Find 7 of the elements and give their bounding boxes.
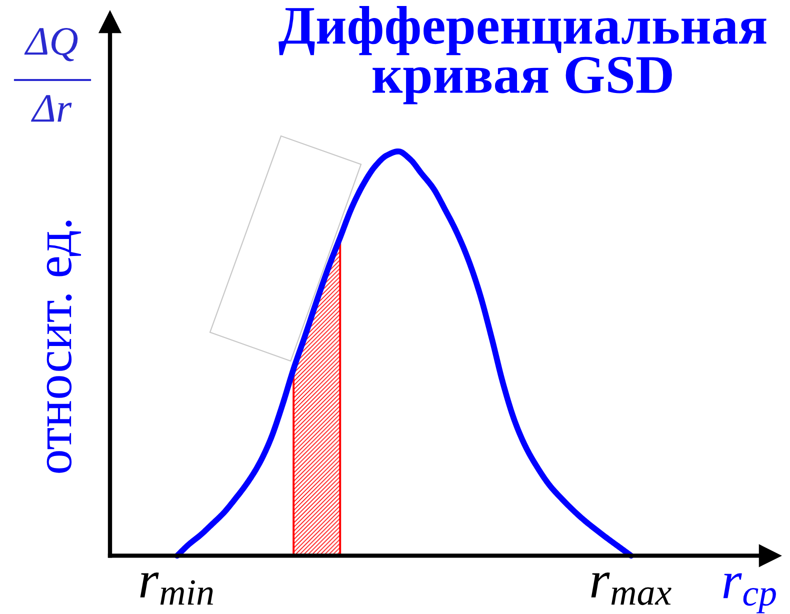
- x-axis-title: r$_{ср}$: [723, 573, 776, 614]
- y-axis-title: относит. ед.: [46, 220, 81, 473]
- text: ΔQ: [24, 28, 78, 62]
- text: Δr: [31, 95, 72, 122]
- x-tick-label: r$_{min}$: [140, 572, 213, 605]
- chart-title: Дифференциальная кривая GSD: [278, 6, 766, 104]
- x-tick-label: r$_{max}$: [591, 572, 672, 606]
